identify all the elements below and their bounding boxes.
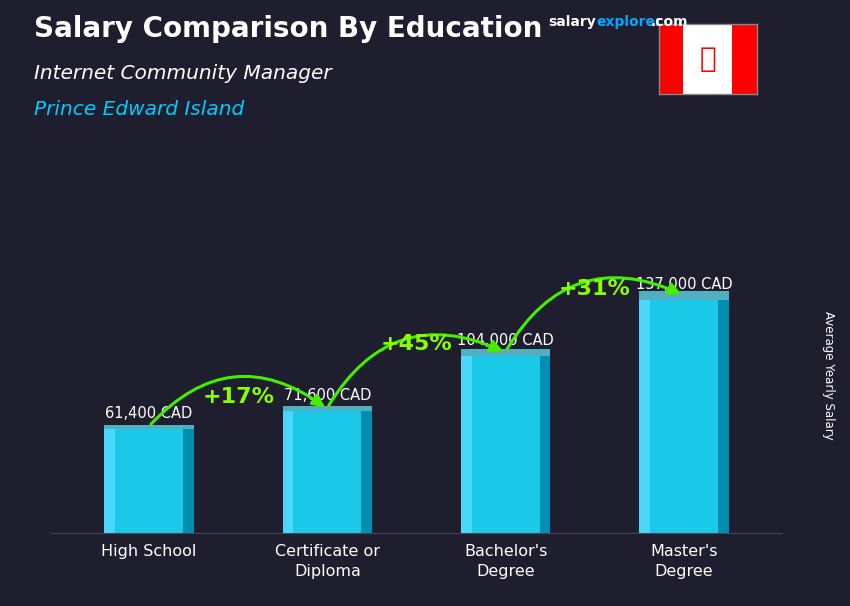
Bar: [732, 24, 756, 94]
Bar: [540, 356, 550, 533]
Bar: [461, 356, 472, 533]
Bar: [361, 411, 372, 533]
Bar: [717, 300, 728, 533]
Text: explorer: explorer: [597, 15, 663, 29]
Text: .com: .com: [650, 15, 688, 29]
Text: +31%: +31%: [558, 279, 631, 299]
FancyBboxPatch shape: [105, 428, 194, 533]
Text: 🍁: 🍁: [700, 45, 716, 73]
Text: 137,000 CAD: 137,000 CAD: [636, 277, 732, 292]
Polygon shape: [105, 425, 194, 428]
Bar: [683, 24, 732, 94]
Bar: [659, 24, 683, 94]
Bar: [639, 300, 650, 533]
Text: +17%: +17%: [202, 387, 275, 407]
Text: 104,000 CAD: 104,000 CAD: [457, 333, 554, 348]
FancyBboxPatch shape: [283, 411, 372, 533]
Polygon shape: [461, 349, 550, 356]
Polygon shape: [283, 407, 372, 411]
Bar: [183, 428, 194, 533]
Text: Average Yearly Salary: Average Yearly Salary: [822, 311, 836, 440]
Text: 61,400 CAD: 61,400 CAD: [105, 406, 193, 421]
Text: salary: salary: [548, 15, 596, 29]
Text: 71,600 CAD: 71,600 CAD: [284, 388, 371, 404]
Text: Internet Community Manager: Internet Community Manager: [34, 64, 332, 82]
Bar: [283, 411, 293, 533]
Text: Prince Edward Island: Prince Edward Island: [34, 100, 244, 119]
FancyBboxPatch shape: [461, 356, 550, 533]
Text: Salary Comparison By Education: Salary Comparison By Education: [34, 15, 542, 43]
Bar: [105, 428, 116, 533]
FancyBboxPatch shape: [639, 300, 728, 533]
Text: +45%: +45%: [381, 334, 452, 354]
Polygon shape: [639, 291, 728, 300]
